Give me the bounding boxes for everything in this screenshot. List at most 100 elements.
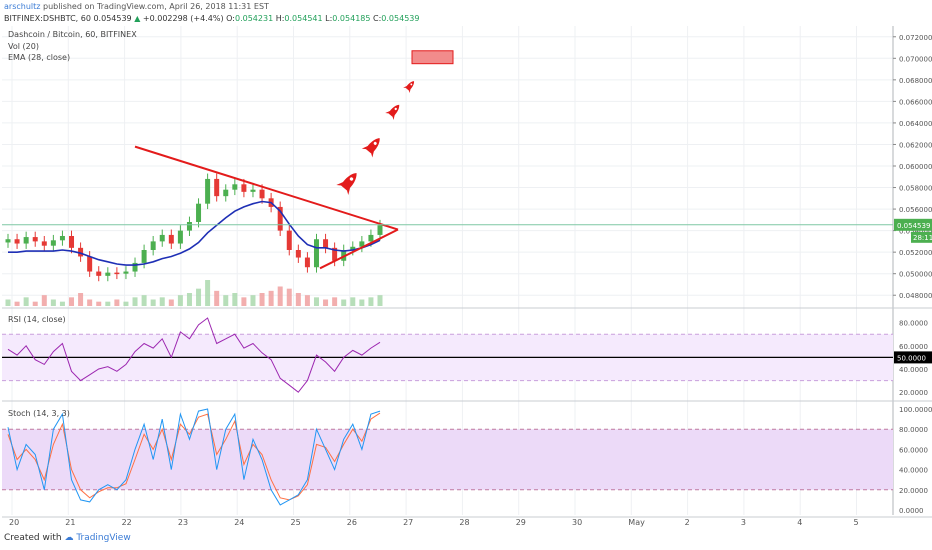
volume-bar bbox=[5, 299, 11, 306]
created-with-label: Created with bbox=[4, 533, 62, 543]
candle-body bbox=[32, 237, 38, 242]
stoch-tick-label: 80.0000 bbox=[899, 426, 928, 434]
volume-bar bbox=[268, 290, 274, 306]
volume-bar bbox=[377, 295, 383, 306]
stoch-tick-label: 0.0000 bbox=[899, 507, 924, 515]
legend-main: Dashcoin / Bitcoin, 60, BITFINEX bbox=[8, 30, 137, 39]
volume-bar bbox=[250, 295, 256, 306]
volume-bar bbox=[232, 293, 238, 306]
time-tick-label: 20 bbox=[9, 518, 19, 527]
candle-body bbox=[114, 272, 120, 275]
price-tick-label: 0.048000 bbox=[899, 292, 932, 300]
price-tick-label: 0.064000 bbox=[899, 120, 932, 128]
legend-stoch: Stoch (14, 3, 3) bbox=[8, 409, 70, 418]
ohlc-line: BITFINEX:DSHBTC, 60 0.054539 ▲ +0.002298… bbox=[4, 14, 419, 23]
volume-bar bbox=[259, 293, 265, 306]
candle-body bbox=[250, 189, 256, 192]
volume-bar bbox=[350, 297, 356, 306]
countdown-tag bbox=[911, 231, 932, 243]
volume-bar bbox=[214, 290, 220, 306]
candle-body bbox=[341, 250, 347, 261]
volume-bar bbox=[286, 288, 292, 306]
volume-bar bbox=[359, 299, 365, 306]
candle-body bbox=[150, 241, 156, 250]
tradingview-brand[interactable]: TradingView bbox=[76, 533, 131, 543]
volume-bar bbox=[78, 293, 84, 306]
candle-body bbox=[5, 239, 11, 243]
candle-body bbox=[59, 236, 65, 241]
candle-body bbox=[323, 239, 329, 248]
candle-body bbox=[295, 250, 301, 258]
candle-body bbox=[205, 178, 211, 204]
price-tick-label: 0.066000 bbox=[899, 98, 932, 106]
volume-bar bbox=[341, 299, 347, 306]
candle-body bbox=[259, 189, 265, 199]
time-tick-label: 28 bbox=[459, 518, 469, 527]
stoch-tick-label: 60.0000 bbox=[899, 446, 928, 454]
time-tick-label: 23 bbox=[178, 518, 188, 527]
rocket-icon bbox=[336, 173, 357, 195]
price-tick-label: 0.052000 bbox=[899, 249, 932, 257]
price-tick-label: 0.050000 bbox=[899, 271, 932, 279]
time-tick-label: 2 bbox=[685, 518, 690, 527]
tradingview-logo-icon: ☁ bbox=[64, 533, 74, 543]
candle-body bbox=[141, 250, 147, 263]
rocket-window bbox=[394, 107, 397, 111]
candle-body bbox=[23, 237, 29, 244]
volume-bar bbox=[32, 301, 38, 306]
time-tick-label: 25 bbox=[291, 518, 301, 527]
price-tick-label: 0.058000 bbox=[899, 185, 932, 193]
volume-bar bbox=[69, 297, 75, 306]
legend-rsi: RSI (14, close) bbox=[8, 315, 66, 324]
volume-bar bbox=[177, 295, 183, 306]
rsi-mid-label: 50.0000 bbox=[897, 354, 926, 362]
candle-body bbox=[123, 271, 129, 274]
rsi-tick-label: 40.0000 bbox=[899, 366, 928, 374]
volume-bar bbox=[186, 293, 192, 306]
author-link[interactable]: arschultz bbox=[4, 2, 41, 11]
low-value: 0.054185 bbox=[332, 14, 371, 23]
candle-body bbox=[304, 257, 310, 268]
stoch-tick-label: 40.0000 bbox=[899, 467, 928, 475]
rocket-body bbox=[405, 81, 415, 91]
candle-body bbox=[196, 203, 202, 222]
volume-bar bbox=[96, 301, 102, 306]
descending-trendline bbox=[134, 145, 399, 231]
open-label: O: bbox=[226, 14, 235, 23]
candle-body bbox=[332, 247, 338, 261]
stoch-band bbox=[2, 429, 893, 490]
candle-body bbox=[186, 222, 192, 231]
candle-body bbox=[241, 184, 247, 192]
volume-bar bbox=[241, 297, 247, 306]
publish-info: published on TradingView.com, April 26, … bbox=[43, 2, 269, 11]
volume-bar bbox=[23, 297, 29, 306]
volume-bar bbox=[205, 280, 211, 306]
price-tick-label: 0.068000 bbox=[899, 77, 932, 85]
volume-bar bbox=[150, 299, 156, 306]
candle-body bbox=[14, 239, 20, 244]
price-tick-label: 0.070000 bbox=[899, 55, 932, 63]
volume-bar bbox=[332, 297, 338, 306]
time-tick-label: 29 bbox=[516, 518, 526, 527]
rsi-tick-label: 80.0000 bbox=[899, 320, 928, 328]
rocket-body bbox=[388, 104, 400, 117]
candle-body bbox=[50, 240, 56, 246]
candle-body bbox=[350, 246, 356, 250]
symbol-label: BITFINEX:DSHBTC, 60 bbox=[4, 14, 91, 23]
volume-bar bbox=[50, 299, 56, 306]
price-tick-label: 0.062000 bbox=[899, 141, 932, 149]
price-tick-label: 0.054000 bbox=[899, 228, 932, 236]
time-tick-label: 22 bbox=[122, 518, 132, 527]
volume-bar bbox=[223, 295, 229, 306]
rocket-body bbox=[340, 173, 357, 191]
rocket-icon bbox=[385, 104, 400, 120]
candle-body bbox=[377, 225, 383, 235]
rocket-window bbox=[373, 141, 377, 145]
volume-bar bbox=[368, 297, 374, 306]
time-tick-label: 26 bbox=[347, 518, 357, 527]
rsi-mid-label-bg bbox=[894, 351, 932, 364]
change-value: +0.002298 (+4.4%) bbox=[142, 14, 224, 23]
footer: Created with ☁ TradingView bbox=[4, 533, 131, 543]
candle-body bbox=[313, 239, 319, 268]
